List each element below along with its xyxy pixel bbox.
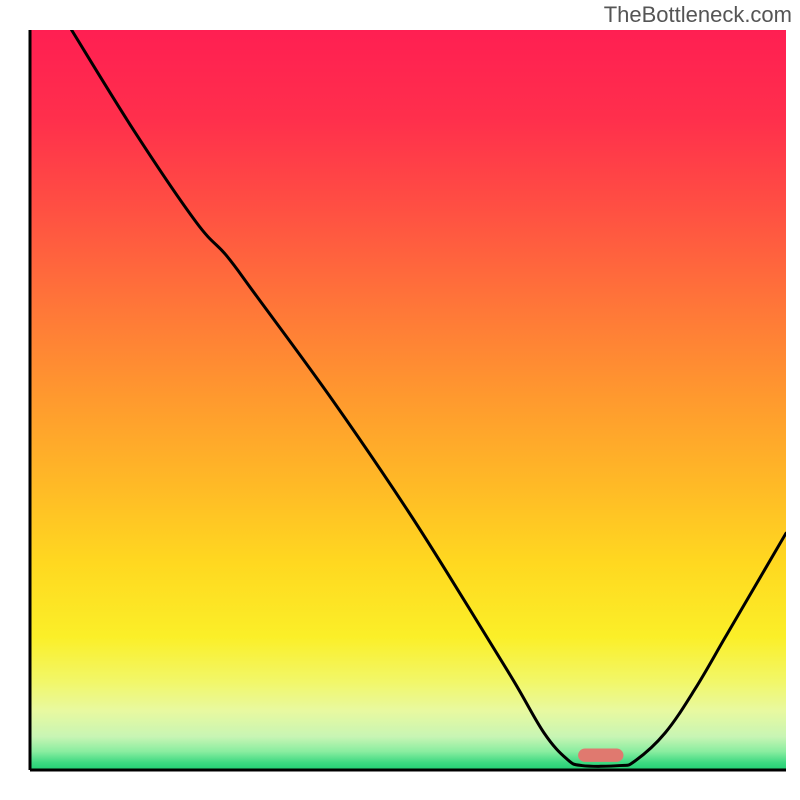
watermark-text: TheBottleneck.com [604, 2, 792, 28]
plot-background-gradient [30, 30, 786, 770]
chart-svg [0, 0, 800, 800]
bottleneck-chart: TheBottleneck.com [0, 0, 800, 800]
optimal-marker [578, 749, 623, 762]
